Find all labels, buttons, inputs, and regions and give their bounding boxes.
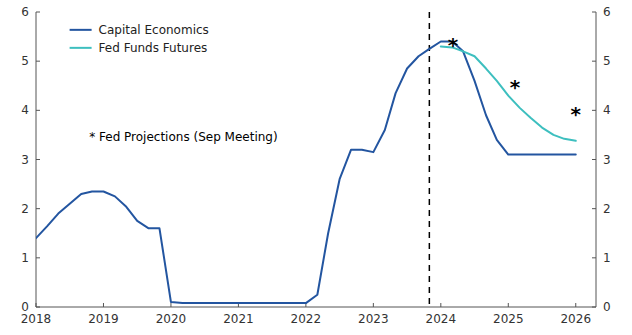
x-tick-label: 2021: [223, 312, 254, 326]
y2-tick: [592, 12, 596, 13]
projection-marker: *: [571, 102, 582, 126]
y-tick: [36, 61, 40, 62]
series-line: [441, 46, 576, 140]
legend-swatch: [70, 47, 92, 49]
x-tick-label: 2020: [156, 312, 187, 326]
y2-tick: [592, 307, 596, 308]
x-tick-label: 2023: [358, 312, 389, 326]
x-tick-label: 2026: [560, 312, 591, 326]
y-tick: [36, 110, 40, 111]
x-tick: [103, 303, 104, 307]
legend-swatch: [70, 29, 92, 31]
chart: 2018 2019 2020 2021 2022 2023 2024 2025 2026 0 1 2 3…: [0, 0, 632, 335]
y2-tick-label: 3: [603, 153, 611, 167]
y-tick: [36, 208, 40, 209]
y-tick-label: 0: [21, 300, 29, 314]
annotation: * Fed Projections (Sep Meeting): [89, 130, 277, 144]
legend-label: Capital Economics: [99, 23, 209, 37]
y2-tick: [592, 159, 596, 160]
y2-tick: [592, 257, 596, 258]
y2-tick: [592, 208, 596, 209]
y-tick-label: 3: [21, 153, 29, 167]
x-tick: [440, 303, 441, 307]
x-tick-label: 2025: [493, 312, 524, 326]
y2-tick: [592, 61, 596, 62]
y-tick-label: 4: [21, 103, 29, 117]
series-line: [36, 42, 576, 304]
y2-tick-label: 6: [603, 5, 611, 19]
y2-tick-label: 0: [603, 300, 611, 314]
x-tick-label: 2019: [88, 312, 119, 326]
x-tick: [36, 303, 37, 307]
reference-line: [429, 12, 431, 307]
x-tick: [508, 303, 509, 307]
y-tick: [36, 12, 40, 13]
x-tick-label: 2024: [426, 312, 457, 326]
x-tick: [575, 303, 576, 307]
x-tick-label: 2018: [21, 312, 52, 326]
projection-marker: *: [448, 33, 459, 57]
axes: 2018 2019 2020 2021 2022 2023 2024 2025 2026 0 1 2 3…: [21, 5, 611, 326]
x-tick-label: 2022: [291, 312, 322, 326]
y2-tick-label: 2: [603, 202, 611, 216]
legend: Capital Economics Fed Funds Futures: [70, 23, 209, 55]
y-tick: [36, 307, 40, 308]
legend-label: Fed Funds Futures: [99, 41, 208, 55]
y2-tick: [592, 110, 596, 111]
plot-area: * * *: [36, 12, 582, 307]
y2-tick-label: 4: [603, 103, 611, 117]
y-tick-label: 6: [21, 5, 29, 19]
y2-tick-label: 5: [603, 54, 611, 68]
y-tick: [36, 257, 40, 258]
x-tick: [170, 303, 171, 307]
y-tick: [36, 159, 40, 160]
x-axis-line: [36, 307, 596, 308]
y-tick-label: 2: [21, 202, 29, 216]
x-tick: [373, 303, 374, 307]
y2-tick-label: 1: [603, 251, 611, 265]
y-tick-label: 1: [21, 251, 29, 265]
y-tick-label: 5: [21, 54, 29, 68]
projection-marker: *: [510, 75, 521, 99]
